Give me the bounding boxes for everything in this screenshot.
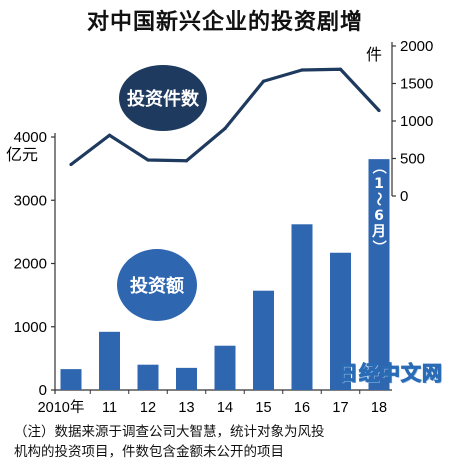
note-line-1: （注）数据来源于调查公司大智慧，统计对象为风投 — [14, 424, 325, 440]
bar-5 — [253, 290, 274, 390]
line-point-6 — [300, 68, 304, 72]
line-point-2 — [146, 158, 150, 162]
bar-0 — [60, 369, 82, 390]
right-tick-label: 0 — [400, 188, 408, 205]
chart-note: （注）数据来源于调查公司大智慧，统计对象为风投 机构的投资项目，件数包含金额未公… — [14, 422, 444, 462]
line-series-label: 投资件数 — [127, 88, 200, 110]
note-line-2: 机构的投资项目，件数包含金额未公开的项目 — [14, 444, 284, 460]
line-point-5 — [261, 79, 266, 83]
x-tick-label: 17 — [332, 400, 348, 416]
x-tick-label: 15 — [255, 400, 271, 416]
watermark-logo: 日经中文网 — [338, 361, 443, 386]
left-tick-label: 0 — [39, 382, 47, 399]
left-tick-label: 1000 — [14, 319, 47, 336]
x-tick-label: 16 — [294, 400, 310, 416]
x-tick-label: 11 — [102, 400, 117, 416]
bar-4 — [214, 345, 236, 390]
bar-series-label: 投资额 — [130, 275, 184, 297]
bar-series-label-bg — [117, 249, 197, 321]
bar-2 — [137, 364, 159, 390]
right-tick-label: 1500 — [400, 76, 433, 93]
left-tick-label: 4000 — [14, 129, 47, 146]
left-tick-label: 3000 — [14, 192, 47, 209]
chart-title: 对中国新兴企业的投资剧增 — [86, 10, 363, 35]
right-tick-label: 1000 — [400, 113, 433, 130]
bar-1 — [99, 331, 120, 390]
last-bar-annotation-char: 1 — [374, 176, 384, 192]
last-bar-annotation-char: 6 — [374, 208, 384, 224]
line-series-count — [70, 67, 381, 166]
right-tick-label: 2000 — [400, 38, 433, 55]
line-point-8 — [377, 108, 381, 113]
last-bar-annotation-char: 月 — [371, 224, 386, 240]
x-tick-label: 12 — [140, 400, 156, 416]
right-tick-label: 500 — [400, 151, 425, 168]
left-axis-unit: 亿元 — [6, 145, 38, 164]
line-series-label-bg — [119, 65, 207, 131]
right-axis-unit: 件 — [366, 45, 382, 64]
line-point-3 — [184, 159, 189, 163]
x-tick-label: 18 — [371, 400, 387, 416]
last-bar-annotation-char: （ — [370, 160, 386, 174]
x-tick-label: 13 — [178, 400, 194, 416]
line-point-4 — [223, 126, 227, 131]
bar-6 — [291, 224, 313, 390]
line-point-0 — [69, 162, 73, 167]
line-point-1 — [107, 133, 112, 137]
bar-7 — [330, 252, 351, 390]
line-point-7 — [338, 67, 343, 71]
last-bar-annotation-char: ） — [370, 240, 386, 254]
last-bar-annotation-char: ～ — [370, 192, 386, 206]
left-tick-label: 2000 — [14, 256, 47, 273]
bar-3 — [176, 367, 197, 390]
x-tick-label: 14 — [217, 400, 233, 416]
x-tick-label: 2010年 — [38, 399, 85, 416]
bar-8 — [368, 159, 390, 390]
